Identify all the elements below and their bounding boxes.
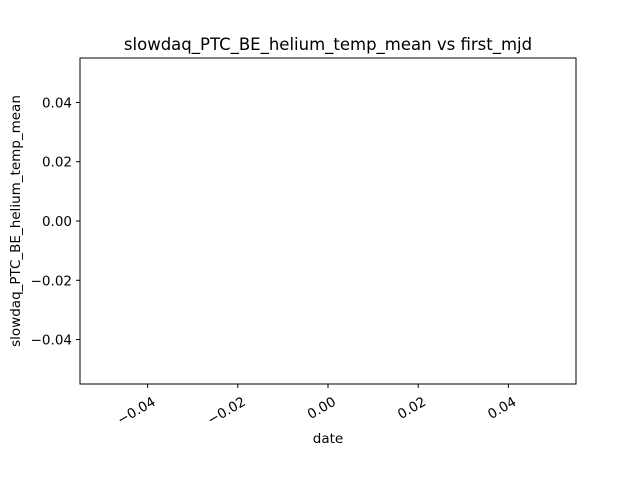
y-axis-label: slowdaq_PTC_BE_helium_temp_mean [8, 95, 24, 347]
y-axis-ticks: −0.04 −0.02 0.00 0.02 0.04 [31, 95, 80, 349]
y-tick-label: 0.00 [42, 214, 72, 230]
plot-area [79, 57, 577, 385]
y-tick-label: 0.02 [42, 155, 72, 171]
y-tick-label: −0.02 [31, 273, 72, 289]
y-tick-label: −0.04 [31, 333, 72, 349]
y-tick-label: 0.04 [42, 95, 72, 111]
chart-title: slowdaq_PTC_BE_helium_temp_mean vs first… [124, 35, 532, 55]
x-axis-label: date [313, 431, 343, 447]
